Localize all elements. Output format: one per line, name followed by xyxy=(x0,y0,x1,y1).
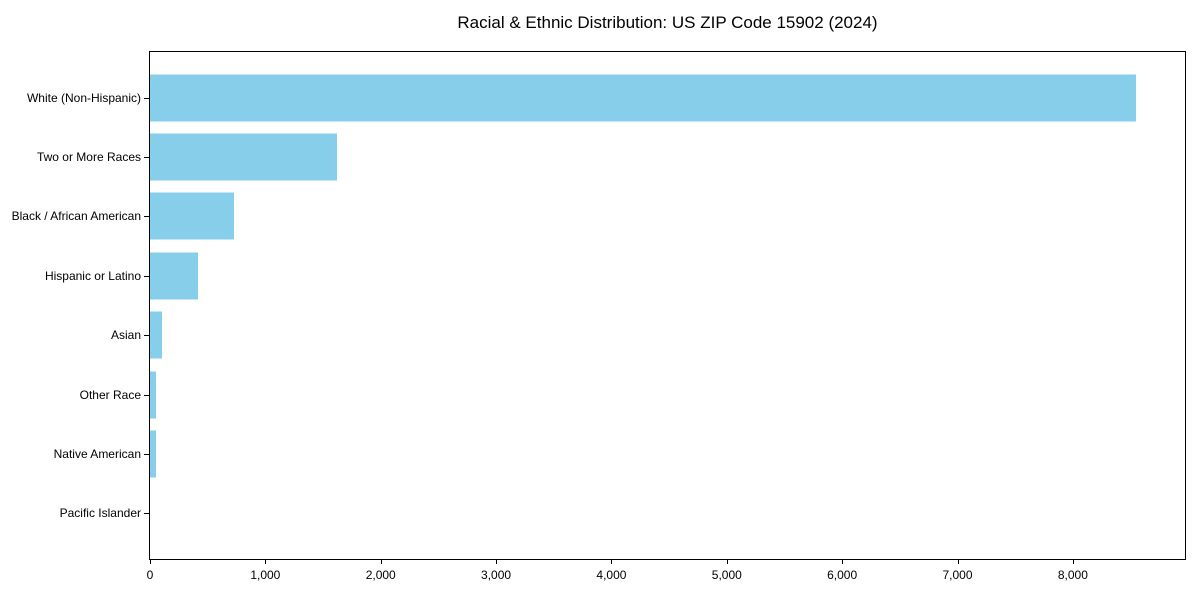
bar-row: Pacific Islander xyxy=(60,484,1185,543)
bar xyxy=(150,133,337,181)
y-axis-label: Asian xyxy=(110,328,141,343)
x-tick-mark xyxy=(496,559,498,564)
x-tick-mark xyxy=(957,559,959,564)
y-axis-label: Native American xyxy=(53,446,141,461)
x-tick-mark xyxy=(726,559,728,564)
y-axis-label: Hispanic or Latino xyxy=(44,268,141,283)
x-tick-label: 4,000 xyxy=(596,568,627,582)
x-tick-mark xyxy=(150,559,151,564)
bar-row: Black / African American xyxy=(12,187,1185,246)
y-tick-mark xyxy=(144,157,149,159)
x-tick-mark xyxy=(842,559,844,564)
x-tick-label: 6,000 xyxy=(827,568,858,582)
x-tick-label: 2,000 xyxy=(365,568,396,582)
bar-row: Native American xyxy=(54,424,1185,483)
bar-row: Two or More Races xyxy=(37,127,1185,186)
y-tick-mark xyxy=(144,275,149,277)
x-axis: 0 1,000 2,000 3,000 4,000 5,000 6,000 7,000 8,00… xyxy=(146,559,1185,589)
plot-area: White (Non-Hispanic) Two or More Races Bla… xyxy=(12,51,1186,582)
y-axis-label: Pacific Islander xyxy=(59,506,141,521)
y-tick-mark xyxy=(144,394,149,396)
x-tick-label: 0 xyxy=(146,568,154,582)
y-tick-mark xyxy=(144,335,149,337)
bar xyxy=(150,311,162,359)
x-tick-label: 8,000 xyxy=(1057,568,1088,582)
x-tick-mark xyxy=(1072,559,1074,564)
bar xyxy=(150,252,198,300)
y-tick-mark xyxy=(144,453,149,455)
y-axis-label: White (Non-Hispanic) xyxy=(26,90,141,105)
y-axis-label: Two or More Races xyxy=(36,150,141,165)
y-axis-label: Black / African American xyxy=(11,209,141,224)
y-tick-mark xyxy=(144,216,149,218)
y-tick-mark xyxy=(144,97,149,99)
bar xyxy=(150,74,1136,122)
x-tick-label: 1,000 xyxy=(250,568,281,582)
bar-row: Asian xyxy=(111,306,1185,365)
bar-row: White (Non-Hispanic) xyxy=(27,68,1185,127)
x-tick-label: 5,000 xyxy=(711,568,742,582)
y-axis-label: Other Race xyxy=(79,387,141,402)
bar-series: White (Non-Hispanic) Two or More Races Bla… xyxy=(12,52,1185,559)
x-tick-mark xyxy=(611,559,613,564)
x-tick-label: 7,000 xyxy=(942,568,973,582)
y-tick-mark xyxy=(144,513,149,515)
chart-title: Racial & Ethnic Distribution: US ZIP Cod… xyxy=(457,13,878,32)
bar-row: Other Race xyxy=(80,365,1185,424)
x-tick-label: 3,000 xyxy=(481,568,512,582)
x-tick-mark xyxy=(265,559,267,564)
x-tick-mark xyxy=(380,559,382,564)
bar xyxy=(150,192,234,240)
bar xyxy=(150,430,156,478)
bar xyxy=(150,371,157,419)
bar-row: Hispanic or Latino xyxy=(45,246,1185,305)
